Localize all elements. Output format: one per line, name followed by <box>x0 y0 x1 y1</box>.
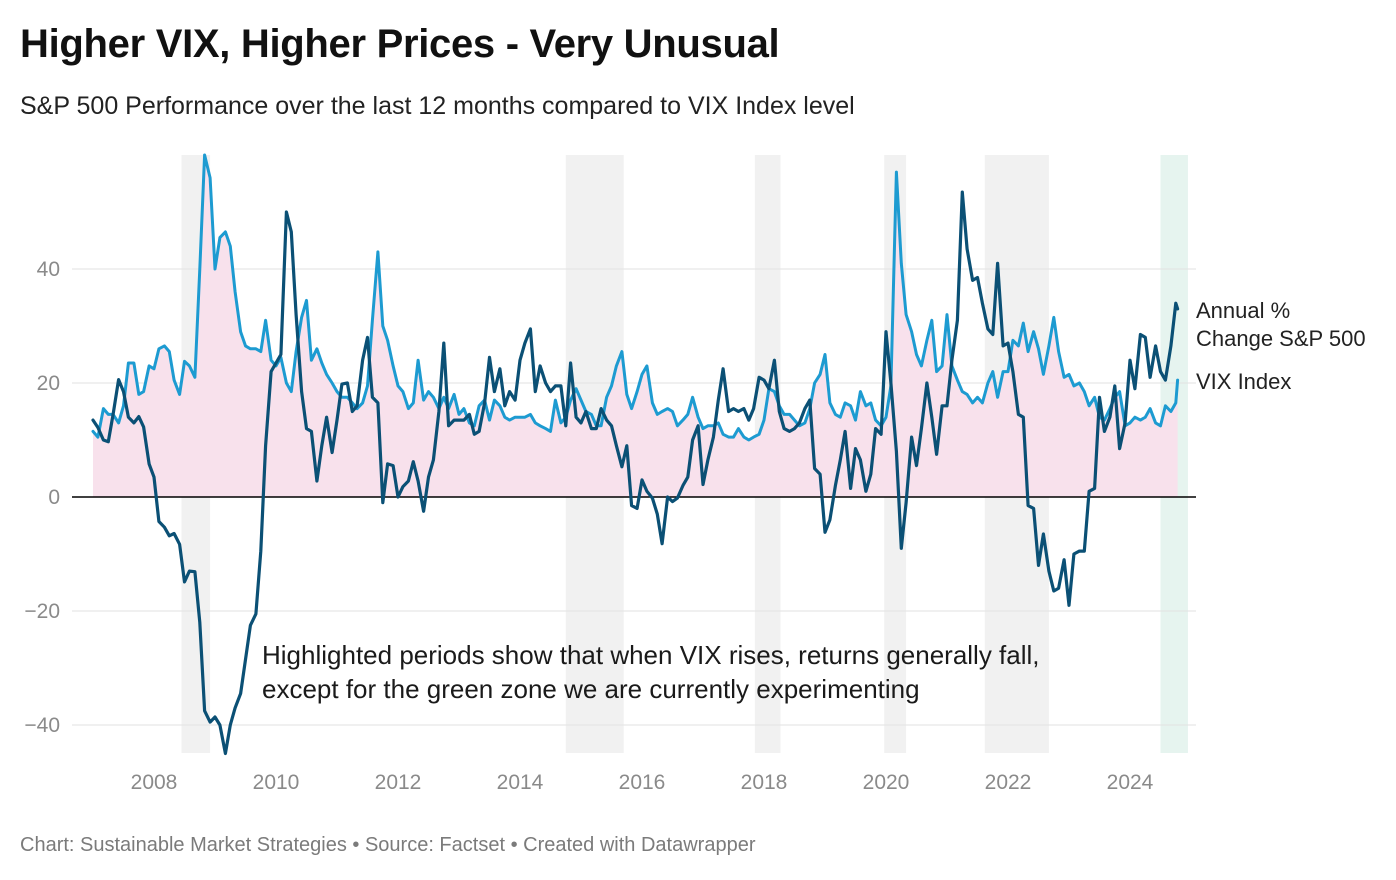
footer-source: Source: Factset <box>364 834 506 856</box>
y-tick-label: −20 <box>24 600 60 623</box>
x-axis-ticks: 2008 2010 2012 2014 2016 2018 2020 2022 2024 <box>131 771 1154 794</box>
y-tick-label: 0 <box>48 486 60 509</box>
x-tick-label: 2012 <box>375 771 422 794</box>
annotation-line-2: except for the green zone we are current… <box>262 674 920 704</box>
footer-separator: • <box>505 834 524 856</box>
sp500-label-line-2: Change S&P 500 <box>1196 326 1366 351</box>
footer-separator: • <box>346 834 365 856</box>
sp500-line <box>91 190 1180 756</box>
chart-title: Higher VIX, Higher Prices - Very Unusual <box>20 22 780 66</box>
x-tick-label: 2022 <box>985 771 1032 794</box>
sp500-label-line-1: Annual % <box>1196 298 1291 323</box>
series-lines <box>91 153 1180 756</box>
vix-area <box>93 155 1178 497</box>
chart-annotation: Highlighted periods show that when VIX r… <box>262 638 1182 706</box>
vix-series-label: VIX Index <box>1196 369 1292 394</box>
y-tick-label: −40 <box>24 714 60 737</box>
annotation-line-1: Highlighted periods show that when VIX r… <box>262 640 1040 670</box>
chart-footer: Chart: Sustainable Market Strategies • S… <box>20 834 755 857</box>
sp500-series-label: Annual % Change S&P 500 <box>1196 297 1366 353</box>
x-tick-label: 2020 <box>863 771 910 794</box>
x-tick-label: 2014 <box>497 771 544 794</box>
y-tick-label: 20 <box>37 372 60 395</box>
x-tick-label: 2016 <box>619 771 666 794</box>
y-tick-label: 40 <box>37 258 60 281</box>
footer-created: Created with Datawrapper <box>523 834 756 856</box>
y-axis-ticks: −40 −20 0 20 40 <box>24 258 60 737</box>
x-tick-label: 2018 <box>741 771 788 794</box>
footer-chart-credit: Chart: Sustainable Market Strategies <box>20 834 347 856</box>
chart-subtitle: S&P 500 Performance over the last 12 mon… <box>20 92 855 120</box>
x-tick-label: 2008 <box>131 771 178 794</box>
x-tick-label: 2010 <box>253 771 300 794</box>
x-tick-label: 2024 <box>1107 771 1154 794</box>
vix-area-fill <box>93 155 1178 497</box>
